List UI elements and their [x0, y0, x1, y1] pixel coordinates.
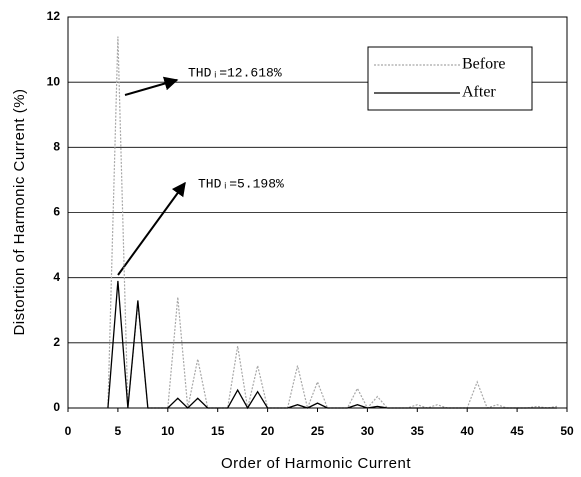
- y-tick-label: 10: [47, 74, 61, 88]
- x-tick-label: 50: [560, 424, 574, 438]
- annotation: THDᵢ=12.618%: [188, 65, 282, 80]
- x-tick-label: 15: [211, 424, 225, 438]
- arrow: [117, 181, 186, 276]
- y-tick-label: 4: [53, 270, 60, 284]
- y-tick-label: 8: [53, 140, 60, 154]
- x-axis-label: Order of Harmonic Current: [221, 455, 411, 472]
- series-line: [107, 280, 558, 410]
- legend-label: Before: [462, 56, 506, 73]
- y-axis-label: Distortion of Harmonic Current (%): [11, 88, 28, 335]
- y-tick-label: 2: [53, 335, 60, 349]
- x-tick-label: 25: [311, 424, 325, 438]
- legend-box: [367, 46, 533, 111]
- x-tick-label: 35: [411, 424, 425, 438]
- annotation: THDᵢ=5.198%: [198, 176, 284, 191]
- y-tick-label: 6: [53, 205, 60, 219]
- y-tick-label: 12: [47, 9, 61, 23]
- x-tick-label: 5: [115, 424, 122, 438]
- x-tick-label: 30: [361, 424, 375, 438]
- x-tick-label: 10: [161, 424, 175, 438]
- x-tick-label: 0: [65, 424, 72, 438]
- legend-label: After: [462, 84, 496, 101]
- x-tick-label: 40: [461, 424, 475, 438]
- y-tick-label: 0: [53, 400, 60, 414]
- x-tick-label: 20: [261, 424, 275, 438]
- x-tick-label: 45: [510, 424, 524, 438]
